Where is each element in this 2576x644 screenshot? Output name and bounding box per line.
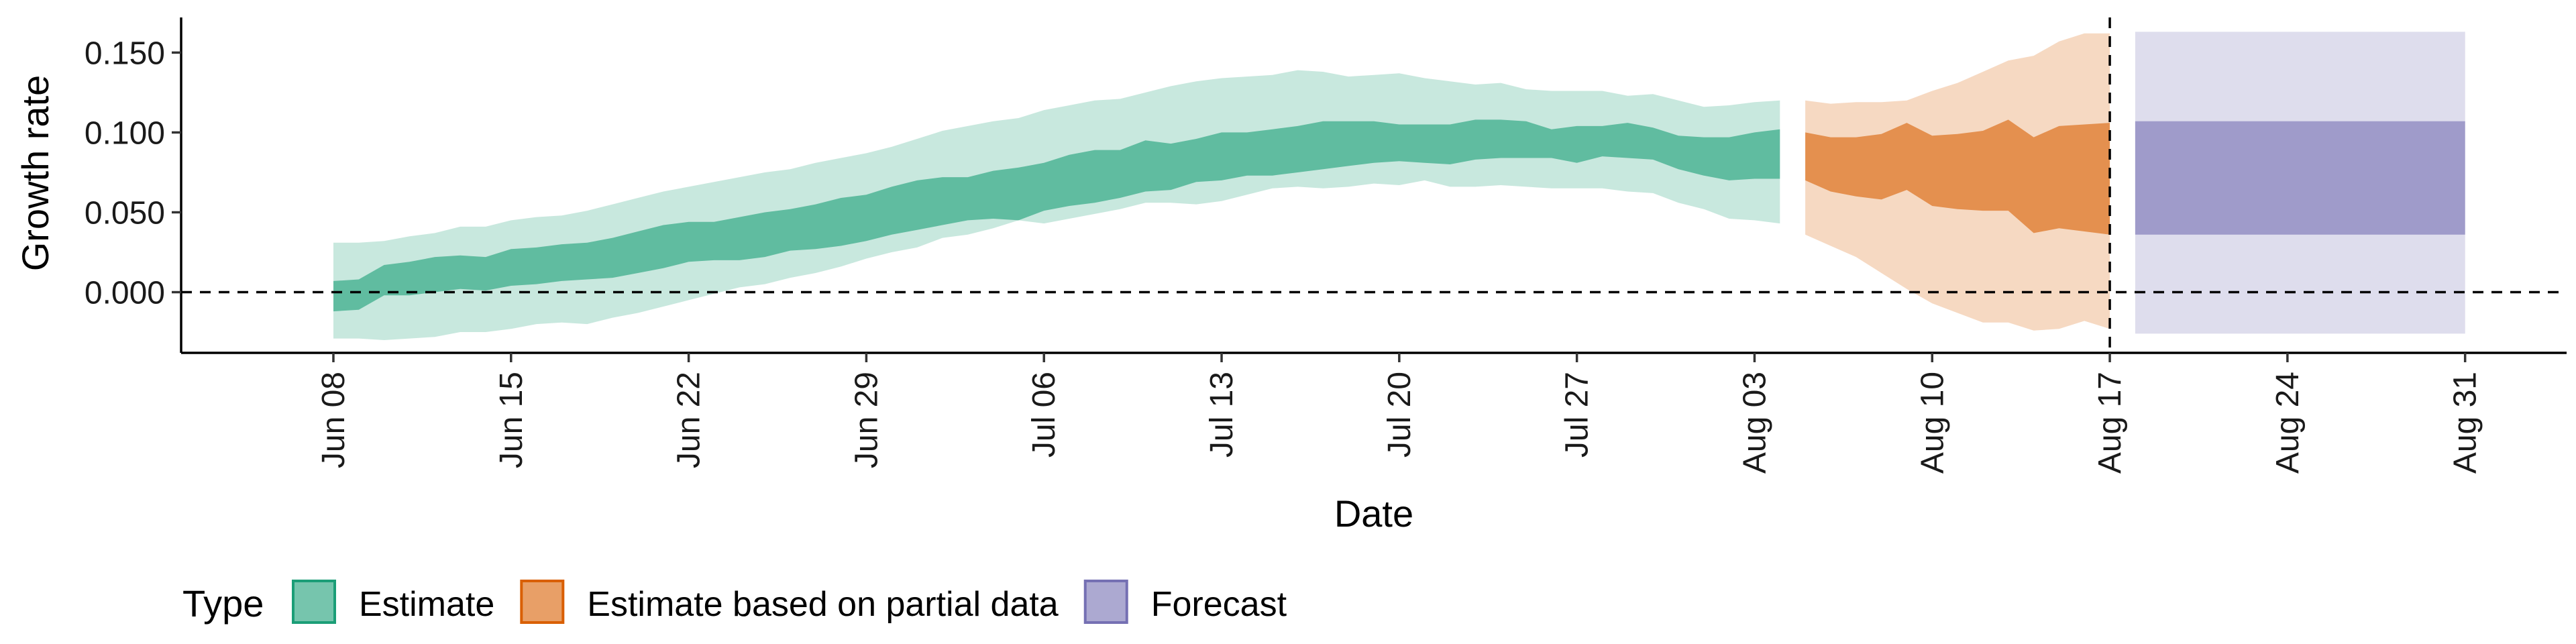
legend-label-estimate: Estimate [359, 585, 494, 624]
x-tick-label: Aug 17 [2092, 372, 2128, 474]
legend-key-estimate [292, 580, 336, 624]
x-tick-label: Jul 20 [1382, 372, 1417, 458]
forecast-inner-band [2135, 121, 2465, 235]
estimate-based-on-partial-data-inner-band [1805, 119, 2110, 235]
x-tick-label: Jul 13 [1204, 372, 1240, 458]
x-tick-label: Jun 15 [494, 372, 529, 468]
x-tick-label: Jun 08 [316, 372, 352, 468]
x-tick-label: Jul 27 [1560, 372, 1595, 458]
legend-label-forecast: Forecast [1151, 585, 1287, 624]
x-tick-label: Jun 29 [849, 372, 884, 468]
reference-lines [181, 17, 2567, 353]
y-tick-label: 0.100 [85, 115, 165, 151]
y-tick-label: 0.150 [85, 36, 165, 71]
legend-key-estimate-based-on-partial-data [520, 580, 565, 624]
legend-label-estimate-based-on-partial-data: Estimate based on partial data [587, 585, 1059, 624]
x-tick-label: Aug 10 [1915, 372, 1950, 474]
x-axis-title: Date [1334, 492, 1413, 535]
legend-title: Type [182, 582, 264, 625]
x-tick-label: Jul 06 [1026, 372, 1062, 458]
axes: 0.000 0.050 0.100 0.150 Jun 08 Jun 15 Jun 22 Ju… [85, 17, 2567, 474]
estimate-inner-band [333, 119, 1780, 312]
x-tick-label: Aug 03 [1737, 372, 1772, 474]
legend-items: Estimate Estimate based on partial data Fo… [292, 580, 1287, 624]
legend-key-forecast [1083, 580, 1128, 624]
legend: Type Estimate Estimate based on partial d… [182, 580, 1287, 625]
x-tick-label: Aug 31 [2448, 372, 2483, 474]
x-tick-label: Aug 24 [2270, 372, 2306, 474]
x-tick-label: Jun 22 [672, 372, 707, 468]
y-tick-label: 0.000 [85, 276, 165, 311]
y-tick-label: 0.050 [85, 195, 165, 231]
y-axis-title: Growth rate [14, 75, 56, 272]
bands-layer [333, 32, 2465, 340]
